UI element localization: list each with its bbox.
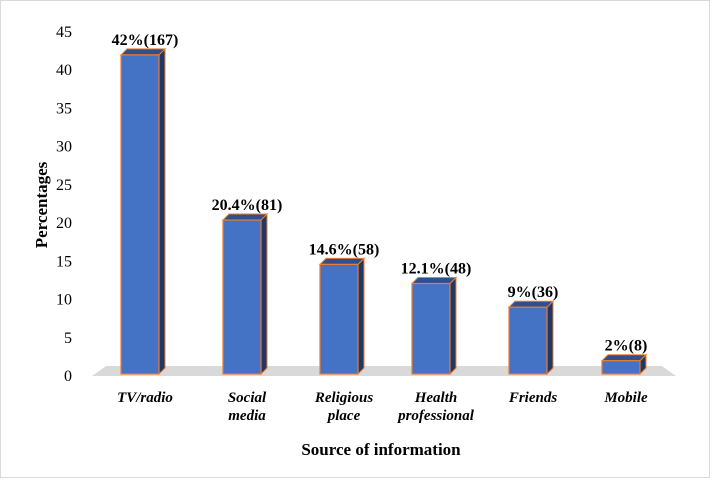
bar-front (411, 282, 451, 375)
y-tick-label: 35 (56, 100, 72, 117)
data-label: 12.1%(48) (401, 261, 472, 278)
bar (119, 47, 167, 376)
bar-front (222, 219, 262, 375)
y-tick-label: 20 (56, 215, 72, 232)
x-axis-title: Source of information (301, 440, 461, 459)
bar-top (119, 48, 167, 56)
data-label: 14.6%(58) (309, 241, 380, 258)
y-tick-label: 10 (56, 292, 72, 309)
data-label: 2%(8) (605, 338, 648, 355)
bar-front (319, 263, 359, 375)
x-axis-category-labels: TV/radio Social media Religious place Health p… (117, 390, 648, 424)
bar-top (410, 277, 458, 285)
bar (318, 257, 366, 376)
bar-front (120, 54, 160, 375)
bar-side (260, 212, 268, 376)
y-tick-label: 15 (56, 253, 72, 270)
bar-side (449, 276, 457, 376)
bar-side (158, 47, 166, 376)
bar-side (357, 257, 365, 376)
bar-top (221, 213, 269, 221)
bar (221, 212, 269, 376)
data-labels: 42%(167) 20.4%(81) 14.6%(58) 12.1%(48) 9%(36… (112, 32, 648, 355)
y-axis-ticks: 0 5 10 15 20 25 30 35 40 45 (56, 24, 72, 385)
category-label: Mobile (603, 390, 648, 406)
y-tick-label: 25 (56, 177, 72, 194)
category-label: Social media (228, 390, 267, 424)
category-label: Health professional (396, 390, 475, 424)
bar (600, 353, 648, 376)
bar-top (507, 300, 555, 308)
bars (119, 47, 648, 376)
bar-top (600, 354, 648, 362)
y-tick-label: 40 (56, 62, 72, 79)
bar-side (546, 299, 554, 376)
bar-top (318, 257, 366, 265)
y-tick-label: 30 (56, 139, 72, 156)
chart-floor (92, 366, 676, 376)
data-label: 9%(36) (508, 284, 559, 301)
y-axis-title: Percentages (32, 161, 51, 248)
bar-front (601, 360, 641, 375)
bar (410, 276, 458, 376)
category-label: Religious place (314, 390, 374, 424)
y-tick-label: 0 (64, 368, 72, 385)
y-tick-label: 45 (56, 24, 72, 41)
category-label: TV/radio (117, 390, 173, 406)
bar (507, 299, 555, 376)
bar-front (508, 306, 548, 375)
data-label: 20.4%(81) (212, 197, 283, 214)
data-label: 42%(167) (112, 32, 179, 49)
y-tick-label: 5 (64, 330, 72, 347)
category-label: Friends (508, 390, 558, 406)
